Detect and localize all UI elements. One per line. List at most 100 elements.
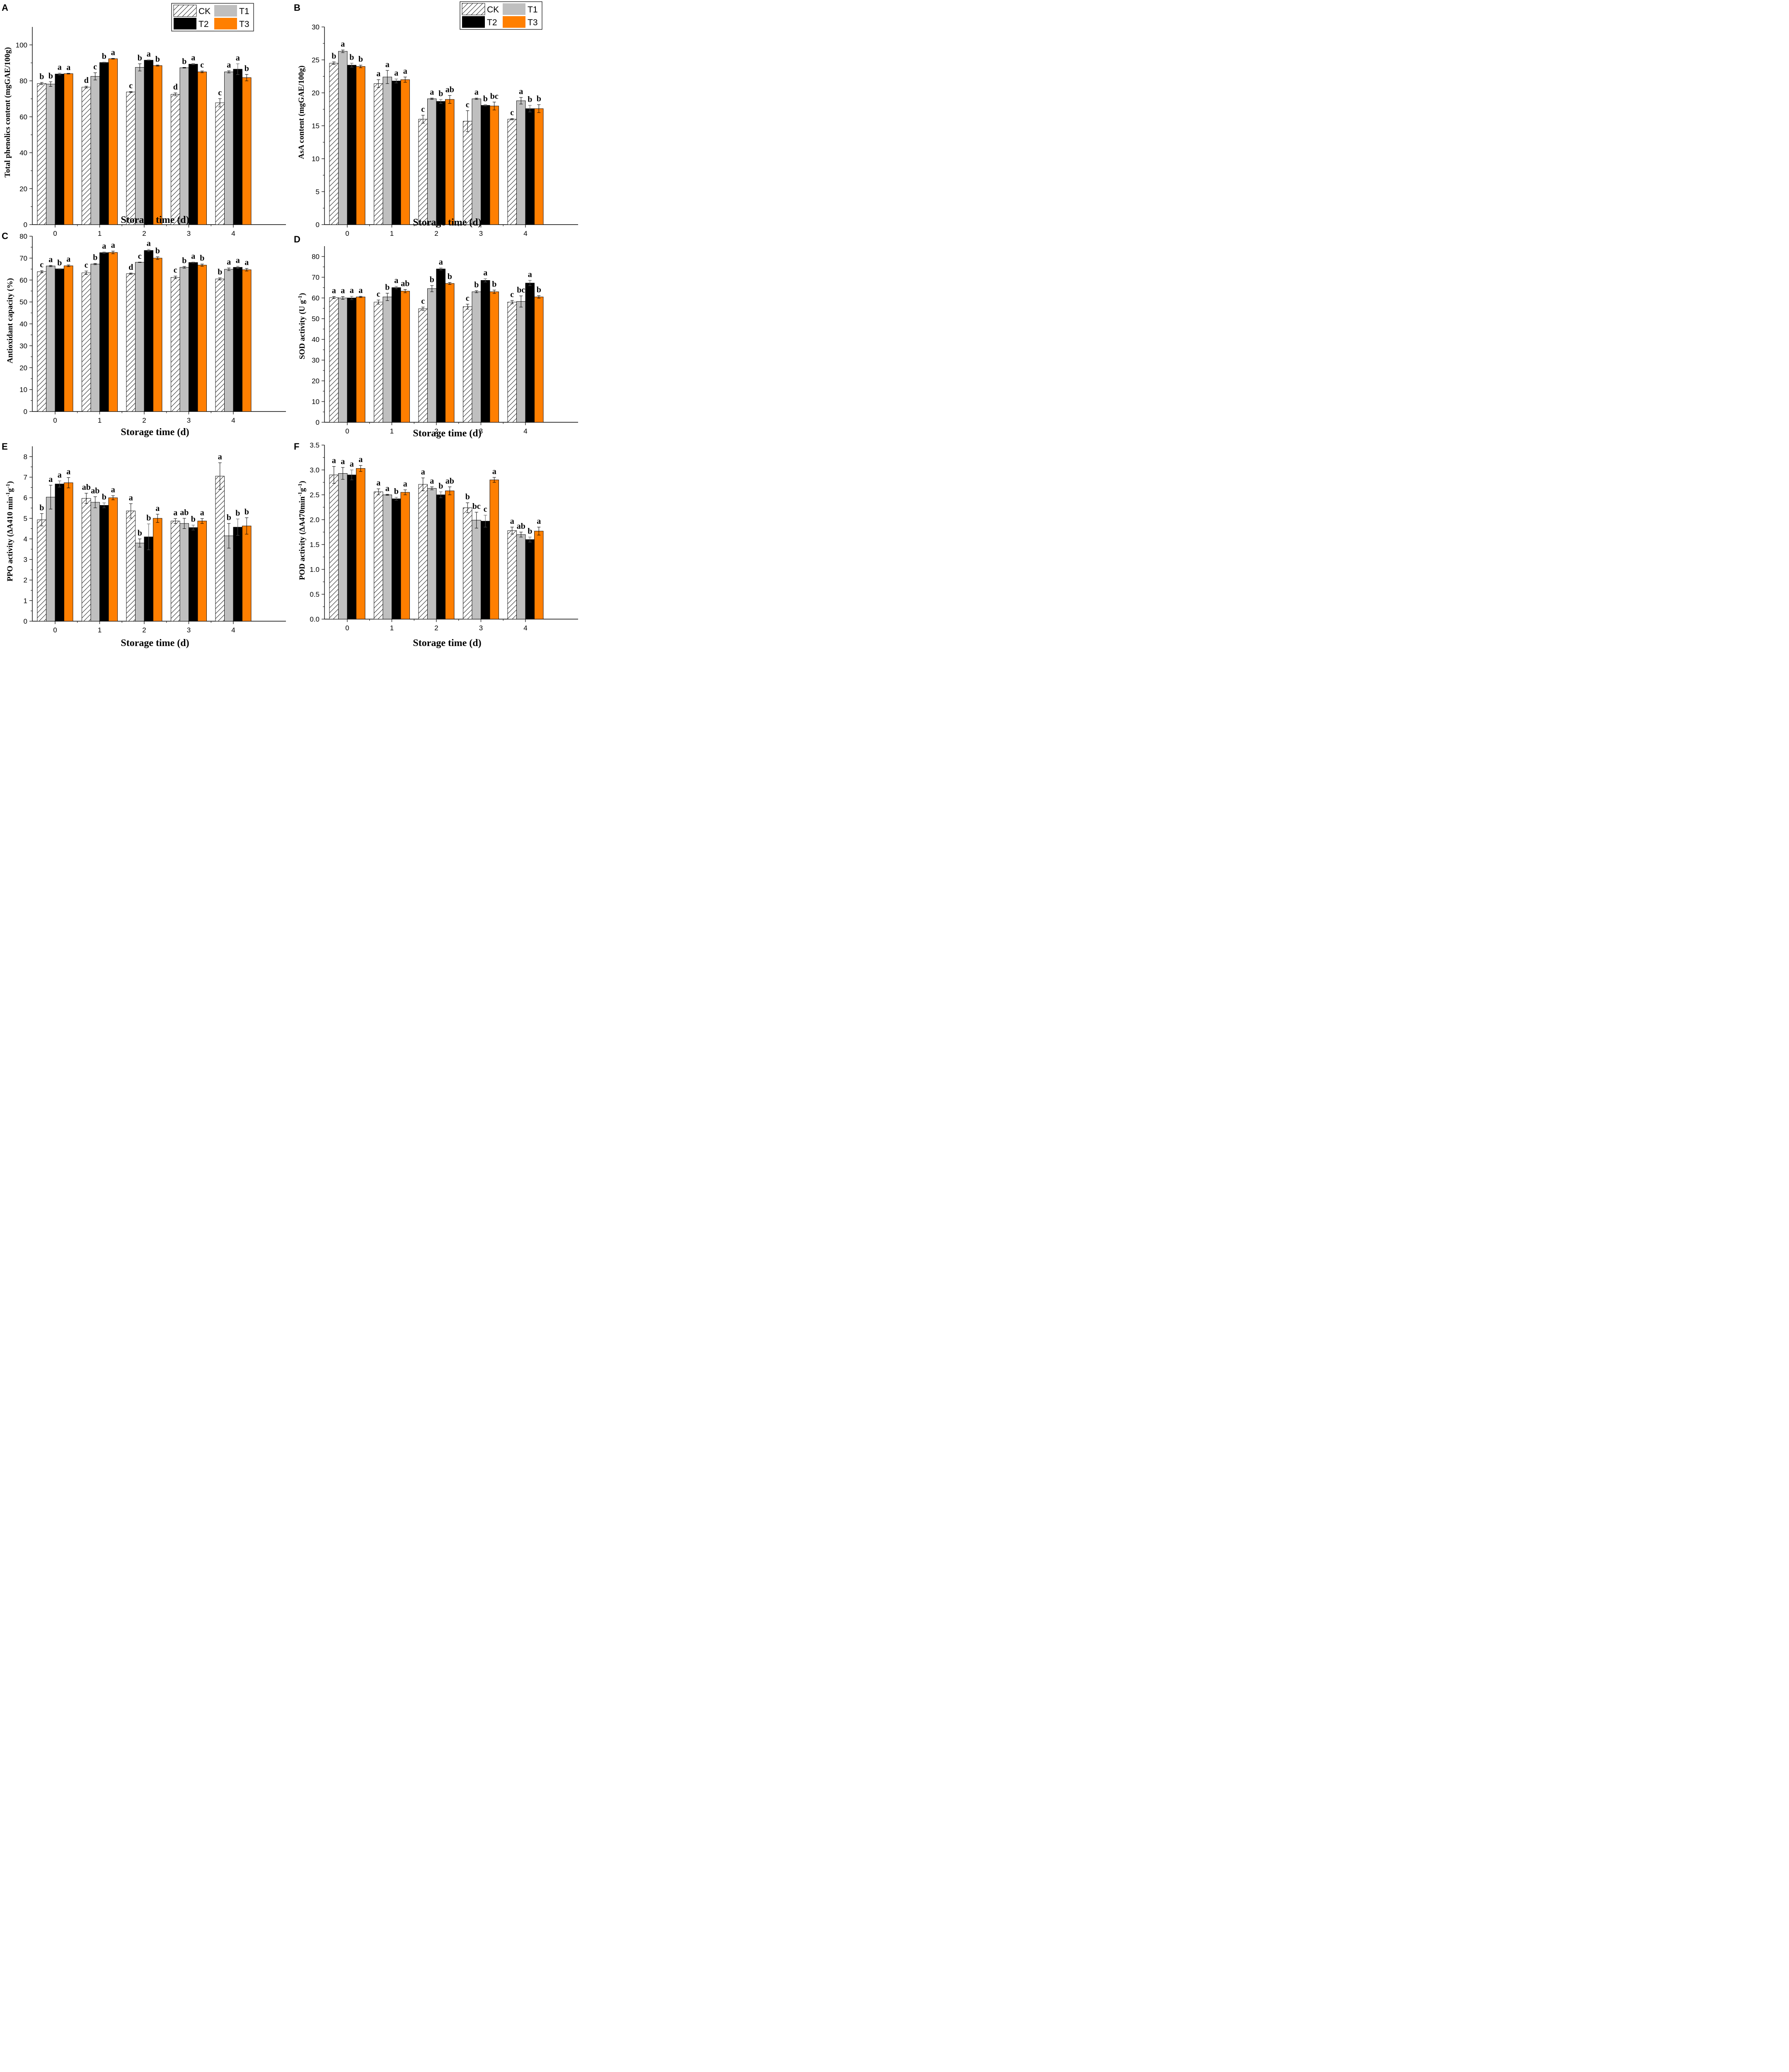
bar-t1 [382, 297, 392, 423]
bar-t3 [489, 291, 499, 423]
significance-letter: a [430, 477, 434, 486]
bar-ck [507, 530, 517, 620]
significance-letter: a [147, 49, 151, 58]
significance-letter: c [93, 63, 97, 72]
x-axis-title: Storage time (d) [413, 217, 481, 228]
significance-letter: a [58, 63, 62, 72]
bar-t3 [534, 297, 544, 423]
bar-t3 [400, 79, 410, 225]
significance-letter: a [341, 457, 345, 466]
bar-t1 [338, 473, 348, 620]
bar-ck [374, 491, 383, 620]
bar-t1 [179, 267, 189, 412]
significance-letter: a [58, 470, 62, 479]
bar-t1 [382, 494, 392, 620]
significance-letter: bc [472, 502, 481, 511]
legend-swatch-ck [173, 5, 197, 17]
bar-t3 [400, 492, 410, 620]
y-tick-label: 30 [312, 23, 320, 31]
significance-letter: c [200, 61, 204, 70]
significance-letter: b [57, 258, 62, 267]
bar-ck [507, 302, 517, 423]
y-tick-label: 70 [312, 274, 320, 281]
significance-letter: a [430, 88, 434, 97]
y-tick-label: 10 [19, 386, 27, 394]
significance-letter: b [528, 95, 532, 104]
significance-letter: a [236, 256, 240, 265]
x-tick-label: 3 [187, 416, 191, 424]
panel-label: A [2, 2, 8, 13]
significance-letter: b [102, 493, 107, 502]
bar-ck [418, 484, 428, 620]
significance-letter: a [403, 67, 407, 76]
bar-t3 [64, 73, 73, 225]
significance-letter: b [358, 55, 363, 64]
bar-ck [82, 272, 91, 412]
panel-label: D [294, 234, 300, 244]
y-axis-title-sup: -1 [297, 492, 303, 496]
x-tick-label: 3 [479, 427, 483, 435]
significance-letter: a [218, 453, 222, 462]
significance-letter: a [155, 504, 160, 513]
significance-letter: b [235, 508, 240, 518]
y-tick-label: 5 [24, 515, 27, 523]
significance-letter: a [376, 69, 380, 78]
y-axis-title-main: PPO activity (ΔA410 min [6, 496, 15, 581]
significance-letter: a [483, 269, 487, 278]
bar-t2 [233, 527, 242, 622]
significance-letter: a [236, 53, 240, 63]
significance-letter: a [111, 48, 115, 57]
significance-letter: b [138, 528, 142, 537]
y-axis-title-close: ) [298, 293, 307, 295]
bar-t1 [516, 100, 526, 225]
significance-letter: d [84, 76, 89, 85]
y-tick-label: 100 [16, 41, 27, 49]
significance-letter: b [438, 89, 443, 98]
significance-letter: a [332, 286, 336, 295]
significance-letter: a [102, 242, 106, 251]
x-tick-label: 1 [98, 230, 102, 237]
significance-letter: a [191, 252, 195, 261]
x-tick-label: 0 [345, 624, 349, 632]
significance-letter: a [510, 517, 514, 526]
significance-letter: a [245, 258, 249, 267]
legend-label-t1: T1 [239, 7, 249, 16]
y-tick-label: 7 [24, 473, 27, 481]
y-axis-title-sup2: -1 [5, 484, 11, 488]
bar-ck [215, 476, 225, 622]
legend-swatch-t2 [174, 18, 196, 29]
figure-stage: A 0 20 40 60 80 100 0 b b a a 1 d c b a 2 c b a b 3 d b a c 4 c a a b St… [0, 0, 578, 652]
y-tick-label: 0 [316, 419, 320, 426]
significance-letter: ab [445, 85, 454, 94]
bar-t2 [347, 474, 356, 620]
bar-ck [329, 474, 339, 620]
x-tick-label: 3 [479, 624, 483, 632]
y-axis-title-main: POD activity (ΔA470min [298, 496, 307, 580]
y-tick-label: 20 [312, 377, 320, 385]
y-tick-label: 2.5 [310, 491, 320, 499]
bar-t2 [189, 262, 198, 412]
bar-t3 [108, 252, 118, 412]
y-tick-label: 60 [19, 113, 27, 121]
x-tick-label: 1 [390, 624, 394, 632]
bar-t2 [99, 62, 109, 225]
bar-t1 [224, 535, 234, 622]
significance-letter: d [173, 82, 178, 92]
significance-letter: a [421, 467, 425, 477]
significance-letter: a [350, 286, 354, 295]
bar-t2 [525, 539, 535, 620]
y-tick-label: 1.0 [310, 566, 320, 574]
x-tick-label: 2 [142, 626, 146, 634]
y-tick-label: 25 [312, 56, 320, 64]
x-tick-label: 4 [523, 624, 527, 632]
significance-letter: b [146, 513, 151, 523]
bar-t2 [436, 269, 445, 423]
bar-ck [374, 302, 383, 423]
legend-label-t2: T2 [487, 18, 497, 27]
significance-letter: ab [445, 477, 454, 486]
y-axis-title-sup: -1 [5, 492, 11, 497]
significance-letter: c [218, 88, 222, 97]
significance-letter: b [155, 247, 160, 256]
significance-letter: a [129, 494, 133, 503]
